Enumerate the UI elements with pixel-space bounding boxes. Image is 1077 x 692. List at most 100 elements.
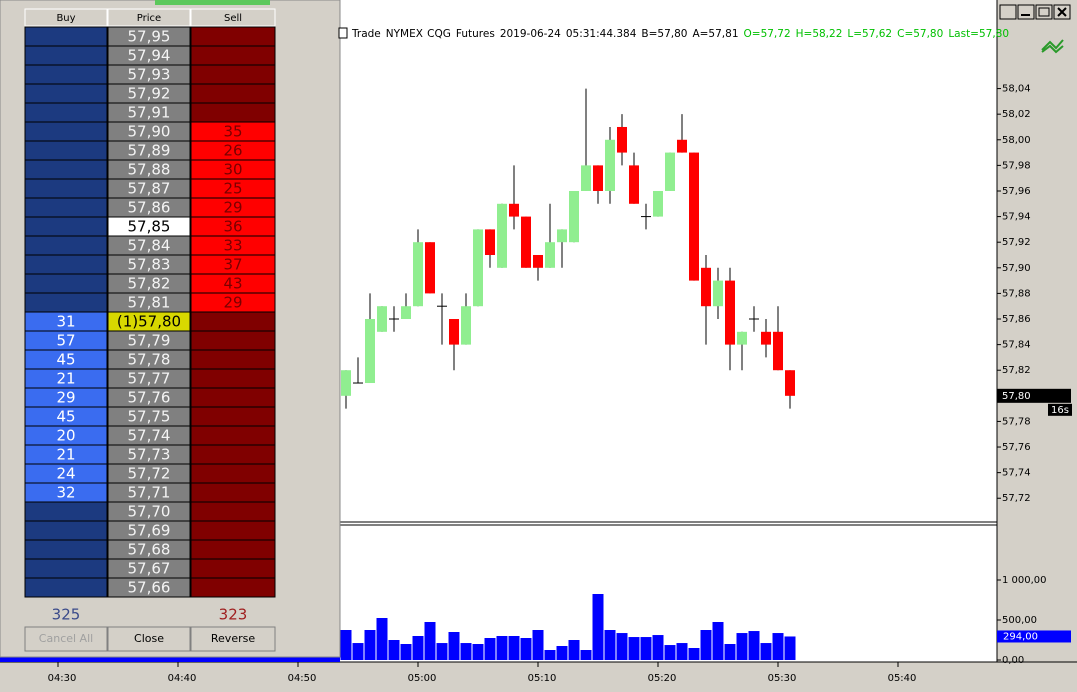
sell-size: 25 <box>223 180 242 198</box>
buy-cell <box>24 558 108 579</box>
buy-cell <box>24 273 108 294</box>
price-label: 57,87 <box>128 180 171 198</box>
buy-cell <box>24 121 108 142</box>
timer-label: 16s <box>1051 405 1069 416</box>
button[interactable] <box>24 626 108 652</box>
price-label: 57,79 <box>128 332 171 350</box>
buy-cell <box>24 102 108 123</box>
sell-cell <box>190 463 276 484</box>
buy-cell <box>24 159 108 180</box>
buy-size: 45 <box>56 408 75 426</box>
price-label: 57,89 <box>128 142 171 160</box>
button-label[interactable]: Close <box>134 632 164 645</box>
y-tick-label: 0,00 <box>1002 655 1024 666</box>
volume-bar <box>472 644 484 660</box>
buy-size: 21 <box>56 446 75 464</box>
volume-bar <box>640 637 652 660</box>
sell-cell <box>190 558 276 579</box>
price-label: 57,70 <box>128 503 171 521</box>
volume-bar <box>556 646 568 660</box>
header-part: O=57,72 <box>744 28 791 40</box>
buy-size: 32 <box>56 484 75 502</box>
header-part: Last=57,80 <box>948 28 1009 40</box>
hidden-volume-strip <box>0 655 340 662</box>
header-part: A=57,81 <box>692 28 738 40</box>
buy-size: 21 <box>56 370 75 388</box>
button[interactable] <box>190 626 276 652</box>
price-label: 57,86 <box>128 199 171 217</box>
candle-body <box>557 229 567 243</box>
volume-bar <box>784 636 796 660</box>
candle-body <box>761 331 771 345</box>
button-label[interactable]: Cancel All <box>39 632 93 645</box>
price-label: 57,73 <box>128 446 171 464</box>
volume-bar <box>616 633 628 660</box>
buy-cell <box>24 501 108 522</box>
last-price-marker <box>997 388 1071 403</box>
buy-cell <box>24 140 108 161</box>
candle-body <box>545 242 555 268</box>
volume-bar <box>448 632 460 660</box>
buy-size: 24 <box>56 465 75 483</box>
price-label: 57,78 <box>128 351 171 369</box>
sell-cell <box>190 406 276 427</box>
price-label: 57,88 <box>128 161 171 179</box>
y-tick-label: 57,90 <box>1002 263 1031 274</box>
candle-body <box>521 216 531 268</box>
y-tick-label: 57,88 <box>1002 288 1031 299</box>
column-header <box>190 8 276 27</box>
volume-bar <box>484 638 496 660</box>
sell-cell <box>190 64 276 85</box>
trend-icon[interactable] <box>1041 39 1064 54</box>
y-tick-label: 58,00 <box>1002 135 1031 146</box>
volume-bar <box>400 644 412 660</box>
sell-size: 30 <box>223 161 242 179</box>
x-tick-label: 04:40 <box>168 673 197 684</box>
volume-bar <box>712 622 724 660</box>
sell-cell <box>190 330 276 351</box>
header-part: CQG <box>427 28 451 40</box>
volume-bar <box>736 633 748 660</box>
y-tick-label: 1 000,00 <box>1002 575 1047 586</box>
y-tick-label: 57,98 <box>1002 160 1031 171</box>
y-tick-label: 57,92 <box>1002 237 1031 248</box>
volume-bar <box>700 630 712 660</box>
y-tick-label: 57,76 <box>1002 442 1031 453</box>
icon <box>1057 7 1067 17</box>
sell-cell <box>190 539 276 560</box>
candle-body <box>449 319 459 345</box>
button[interactable] <box>107 626 191 652</box>
sell-cell <box>190 368 276 389</box>
header-part: Futures <box>456 28 495 40</box>
buy-cell <box>24 292 108 313</box>
price-label: 57,92 <box>128 85 171 103</box>
price-label: 57,71 <box>128 484 171 502</box>
volume-bar <box>496 636 508 660</box>
price-label: 57,93 <box>128 66 171 84</box>
volume-bar <box>748 631 760 660</box>
y-tick-label: 58,04 <box>1002 84 1031 95</box>
checkbox[interactable] <box>338 27 348 39</box>
last-volume-marker <box>997 630 1071 643</box>
minimize-button[interactable] <box>1017 4 1035 20</box>
price-label: 57,83 <box>128 256 171 274</box>
header-part: C=57,80 <box>897 28 943 40</box>
candle-body <box>473 229 483 307</box>
sell-size: 37 <box>223 256 242 274</box>
column-header-label: Buy <box>56 13 75 24</box>
buy-cell <box>24 64 108 85</box>
price-label: 57,67 <box>128 560 171 578</box>
candle-body <box>341 370 351 396</box>
maximize-button[interactable] <box>1035 4 1053 20</box>
restore-button[interactable] <box>999 4 1017 20</box>
button-label[interactable]: Reverse <box>211 632 255 645</box>
header-part: B=57,80 <box>641 28 687 40</box>
candle-body <box>773 331 783 371</box>
buy-cell <box>24 577 108 598</box>
volume-bar <box>508 636 520 660</box>
column-header <box>24 8 108 27</box>
x-tick-label: 05:40 <box>888 673 917 684</box>
window-controls[interactable] <box>999 4 1071 20</box>
volume-bar <box>652 635 664 660</box>
